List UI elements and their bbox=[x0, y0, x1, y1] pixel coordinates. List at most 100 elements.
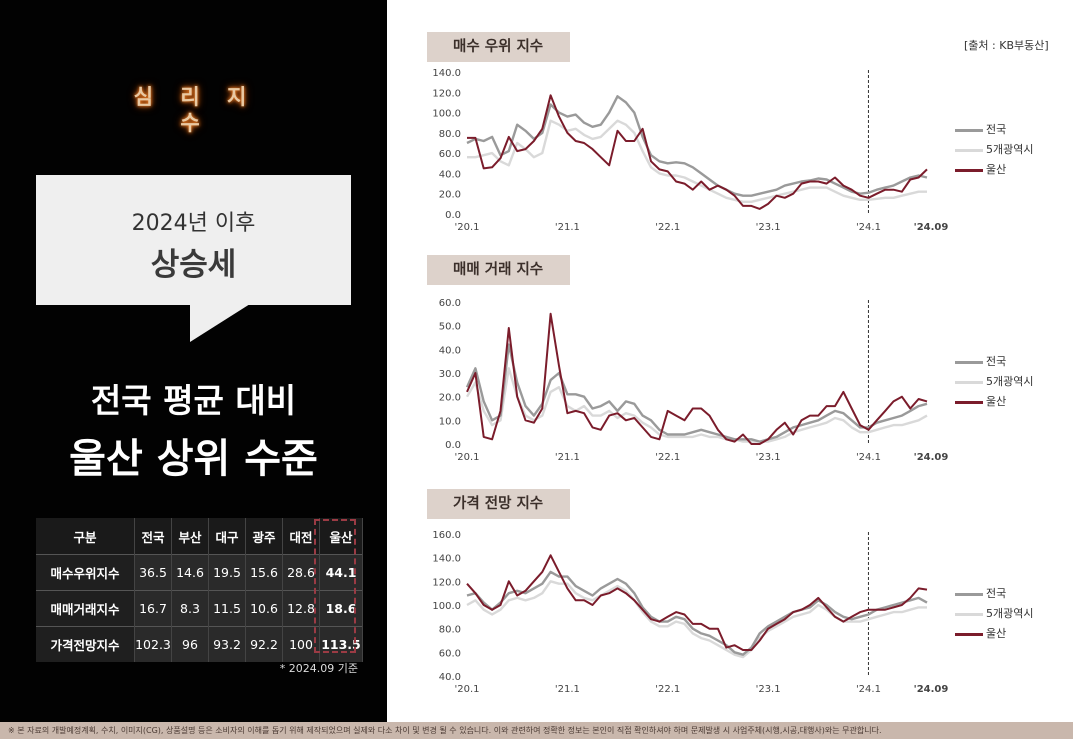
y-tick-label: 40.0 bbox=[439, 672, 461, 683]
bubble-title: 상승세 bbox=[150, 247, 237, 283]
left-panel: 심 리 지 수 2024년 이후 상승세 전국 평균 대비 울산 상위 수준 구… bbox=[0, 0, 387, 722]
legend-item: 전국 bbox=[955, 352, 1033, 372]
y-tick-label: 120.0 bbox=[432, 577, 461, 588]
table-cell: 12.8 bbox=[282, 590, 320, 627]
reference-date-note: * 2024.09 기준 bbox=[279, 662, 358, 675]
headline-line2: 울산 상위 수준 bbox=[69, 436, 318, 482]
y-tick-label: 0.0 bbox=[445, 440, 461, 451]
table-header: 전국 bbox=[134, 518, 172, 555]
table-row: 가격전망지수 102.3 96 93.2 92.2 100 113.5 bbox=[36, 626, 363, 662]
table-header: 대전 bbox=[282, 518, 320, 555]
x-tick-label: '23.1 bbox=[756, 684, 781, 695]
ulsan-highlight-box bbox=[314, 519, 356, 653]
y-tick-label: 0.0 bbox=[445, 210, 461, 221]
y-tick-label: 30.0 bbox=[439, 369, 461, 380]
chart-buying-superiority: 140.0 120.0 100.0 80.0 60.0 40.0 20.0 0.0'20.1 '… bbox=[432, 68, 949, 233]
speech-bubble: 2024년 이후 상승세 bbox=[36, 175, 351, 305]
x-tick-label: '22.1 bbox=[655, 222, 680, 233]
chart-title-buying: 매수 우위 지수 bbox=[427, 32, 570, 62]
x-tick-label: '20.1 bbox=[454, 222, 479, 233]
y-tick-label: 60.0 bbox=[439, 149, 461, 160]
chart-title-transaction: 매매 거래 지수 bbox=[427, 255, 570, 285]
series-line-ulsan bbox=[466, 554, 928, 651]
x-tick-label: '21.1 bbox=[555, 684, 580, 695]
y-tick-label: 20.0 bbox=[439, 190, 461, 201]
table-cell: 93.2 bbox=[208, 626, 246, 662]
x-tick-label: '20.1 bbox=[454, 452, 479, 463]
table-cell: 가격전망지수 bbox=[36, 626, 135, 662]
y-tick-label: 80.0 bbox=[439, 129, 461, 140]
table-cell: 15.6 bbox=[245, 554, 283, 591]
table-cell: 14.6 bbox=[171, 554, 209, 591]
table-cell: 16.7 bbox=[134, 590, 172, 627]
x-tick-label: '24.1 bbox=[856, 684, 881, 695]
series-line-ulsan bbox=[466, 312, 928, 445]
legend-swatch bbox=[955, 380, 983, 384]
legend-label: 전국 bbox=[986, 123, 1007, 136]
x-tick-label: '24.09 bbox=[914, 222, 949, 233]
y-tick-label: 140.0 bbox=[432, 68, 461, 79]
legend-item: 울산 bbox=[955, 624, 1033, 644]
x-tick-label: '22.1 bbox=[655, 452, 680, 463]
x-tick-label: '20.1 bbox=[454, 684, 479, 695]
y-tick-label: 40.0 bbox=[439, 345, 461, 356]
table-cell: 11.5 bbox=[208, 590, 246, 627]
table-cell: 10.6 bbox=[245, 590, 283, 627]
table-row: 매수우위지수 36.5 14.6 19.5 15.6 28.6 44.1 bbox=[36, 554, 363, 591]
legend-swatch bbox=[955, 400, 983, 404]
x-tick-label: '24.09 bbox=[914, 684, 949, 695]
x-tick-label: '21.1 bbox=[555, 222, 580, 233]
table-header: 부산 bbox=[171, 518, 209, 555]
y-tick-label: 120.0 bbox=[432, 88, 461, 99]
legend-swatch bbox=[955, 168, 983, 172]
table-cell: 36.5 bbox=[134, 554, 172, 591]
legend-item: 5개광역시 bbox=[955, 604, 1033, 624]
table-cell: 102.3 bbox=[134, 626, 172, 662]
x-tick-label: '24.09 bbox=[914, 452, 949, 463]
table-header: 광주 bbox=[245, 518, 283, 555]
table-header: 구분 bbox=[36, 518, 135, 555]
series-line-national bbox=[465, 343, 928, 443]
table-cell: 92.2 bbox=[245, 626, 283, 662]
table-cell: 28.6 bbox=[282, 554, 320, 591]
y-tick-label: 160.0 bbox=[432, 530, 461, 541]
table-cell: 매수우위지수 bbox=[36, 554, 135, 591]
y-tick-label: 10.0 bbox=[439, 416, 461, 427]
y-tick-label: 40.0 bbox=[439, 169, 461, 180]
legend-label: 전국 bbox=[986, 587, 1007, 600]
table-cell: 매매거래지수 bbox=[36, 590, 135, 627]
y-tick-label: 100.0 bbox=[432, 601, 461, 612]
legend-swatch bbox=[955, 612, 983, 616]
legend-item: 5개광역시 bbox=[955, 140, 1033, 160]
chart-transaction-index: 60.0 50.0 40.0 30.0 20.0 10.0 0.0'20.1 '21.1 '22… bbox=[439, 298, 949, 463]
legend-item: 전국 bbox=[955, 120, 1033, 140]
legend-transaction: 전국 5개광역시 울산 bbox=[955, 352, 1033, 412]
y-tick-label: 60.0 bbox=[439, 648, 461, 659]
series-line-metro5 bbox=[467, 119, 927, 204]
x-tick-label: '23.1 bbox=[756, 452, 781, 463]
y-tick-label: 80.0 bbox=[439, 625, 461, 636]
series-line-national bbox=[466, 95, 928, 197]
legend-item: 울산 bbox=[955, 160, 1033, 180]
legend-label: 울산 bbox=[986, 163, 1007, 176]
source-label: [출처 : KB부동산] bbox=[964, 39, 1049, 52]
legend-label: 울산 bbox=[986, 627, 1007, 640]
table-cell: 96 bbox=[171, 626, 209, 662]
x-tick-label: '21.1 bbox=[555, 452, 580, 463]
legend-label: 5개광역시 bbox=[986, 607, 1034, 620]
comparison-table: 구분 전국 부산 대구 광주 대전 울산 매수우위지수 36.5 14.6 19… bbox=[36, 518, 363, 662]
speech-bubble-tail bbox=[190, 304, 250, 342]
series-line-metro5 bbox=[466, 580, 927, 659]
x-tick-label: '22.1 bbox=[655, 684, 680, 695]
table-cell: 19.5 bbox=[208, 554, 246, 591]
series-line-national bbox=[466, 570, 928, 656]
table-cell: 100 bbox=[282, 626, 320, 662]
legend-swatch bbox=[955, 592, 983, 596]
bubble-subtitle: 2024년 이후 bbox=[131, 211, 256, 236]
chart-price-outlook: 160.0 140.0 120.0 100.0 80.0 60.0 40.0'20.1 '21… bbox=[432, 530, 949, 695]
y-tick-label: 140.0 bbox=[432, 554, 461, 565]
legend-label: 5개광역시 bbox=[986, 143, 1034, 156]
legend-swatch bbox=[955, 360, 983, 364]
sentiment-index-badge: 심 리 지 수 bbox=[133, 85, 257, 135]
